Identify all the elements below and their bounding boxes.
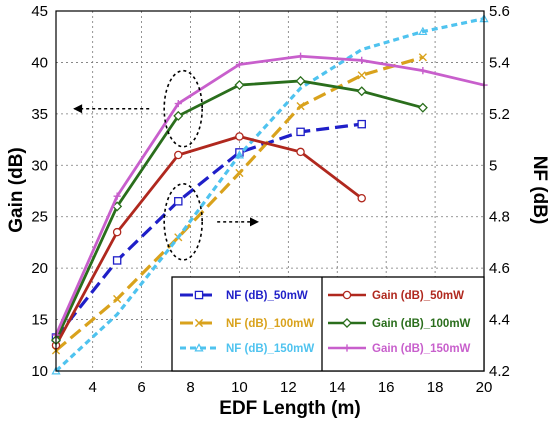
gain-series-3-point (174, 99, 182, 108)
legend-marker-nf-3 (194, 343, 204, 352)
annotation-arrow-head-2 (249, 217, 259, 227)
y-axis-label-right: NF (dB) (529, 156, 550, 225)
x-tick-label: 6 (137, 379, 145, 396)
legend-label-gain-3: Gain (dB)_150mW (372, 343, 471, 355)
x-axis-label: EDF Length (m) (219, 398, 360, 419)
legend-marker-gain-3 (343, 344, 351, 352)
nf-series-1-point (174, 197, 183, 206)
gain-series-3-point (296, 52, 305, 60)
gain-series-line-3 (54, 54, 485, 336)
gain-series-2-point (417, 102, 428, 113)
legend-marker-gain-2 (341, 317, 353, 329)
gain-series-2-point (173, 110, 184, 121)
legend-marker-nf-1 (194, 290, 204, 300)
x-tick-label: 20 (476, 379, 493, 396)
y-right-tick-label: 5.2 (489, 106, 510, 123)
annotation-ellipse-1 (163, 69, 203, 148)
y-left-tick-label: 40 (31, 54, 48, 71)
axis-tick-labels: 4 6 8 10 12 14 16 18 20 10 15 20 25 30 35 40 45 4.2 4.4 4.6… (31, 3, 510, 396)
y-axis-label-left: Gain (dB) (6, 147, 27, 233)
y-right-tick-label: 5.4 (489, 54, 510, 71)
y-left-tick-label: 30 (31, 157, 48, 174)
y-left-tick-label: 10 (31, 363, 48, 380)
x-tick-label: 8 (186, 379, 194, 396)
y-right-tick-label: 4.2 (489, 363, 510, 380)
gain-series-3-point (235, 60, 244, 69)
x-tick-label: 14 (329, 379, 346, 396)
gain-series-1-point (357, 193, 366, 203)
nf-series-1-point (357, 119, 366, 129)
legend: NF (dB)_50mW NF (dB)_100mW NF (dB)_150mW Ga… (171, 276, 485, 372)
annotation-layer (73, 69, 259, 261)
y-left-tick-label: 20 (31, 260, 48, 277)
x-tick-label: 4 (89, 379, 97, 396)
nf-series-2-point (357, 71, 366, 80)
nf-series-2-point (418, 53, 427, 62)
gain-series-3-point (113, 192, 121, 200)
legend-label-nf-1: NF (dB)_50mW (226, 290, 308, 302)
legend-marker-gain-1 (342, 290, 352, 300)
y-right-tick-label: 4.8 (489, 209, 510, 226)
gain-series-3-point (358, 56, 366, 64)
y-left-tick-label: 45 (31, 3, 48, 20)
gain-series-2-point (356, 86, 367, 97)
nf-series-1-point (112, 256, 122, 265)
gain-series-1-point (296, 147, 305, 157)
x-tick-label: 16 (378, 379, 395, 396)
y-left-tick-label: 35 (31, 106, 48, 123)
annotation-arrow-head-1 (73, 104, 83, 114)
y-right-tick-label: 5 (489, 157, 497, 174)
legend-label-gain-2: Gain (dB)_100mW (372, 318, 471, 330)
gain-series-1-point (112, 227, 122, 237)
y-right-tick-label: 4.6 (489, 260, 510, 277)
legend-label-nf-2: NF (dB)_100mW (226, 318, 314, 330)
y-right-tick-label: 5.6 (489, 3, 510, 20)
x-tick-label: 18 (427, 379, 444, 396)
series-layer (50, 13, 489, 375)
x-tick-label: 12 (280, 379, 297, 396)
nf-series-3-point (234, 150, 245, 159)
annotation-ellipse-2 (163, 183, 203, 261)
y-right-tick-label: 4.4 (489, 312, 510, 329)
nf-series-2-point (235, 168, 244, 178)
gain-series-line-1 (54, 135, 363, 346)
gain-series-1-point (174, 150, 183, 160)
nf-series-1-point (296, 127, 305, 137)
y-left-tick-label: 15 (31, 312, 48, 329)
gain-series-2-point (295, 75, 306, 86)
nf-series-3-point (418, 26, 428, 36)
nf-series-line-3 (54, 17, 485, 373)
nf-series-2-point (296, 102, 305, 111)
legend-label-nf-3: NF (dB)_150mW (226, 343, 314, 355)
gain-series-1-point (235, 132, 244, 141)
nf-series-2-point (113, 294, 122, 304)
y-left-tick-label: 25 (31, 209, 48, 226)
gain-series-3-point (419, 67, 427, 75)
nf-series-line-1 (54, 122, 362, 339)
legend-label-gain-1: Gain (dB)_50mW (372, 290, 464, 302)
gain-series-2-point (234, 80, 245, 91)
x-tick-label: 10 (231, 379, 248, 396)
legend-marker-nf-2 (194, 318, 204, 328)
